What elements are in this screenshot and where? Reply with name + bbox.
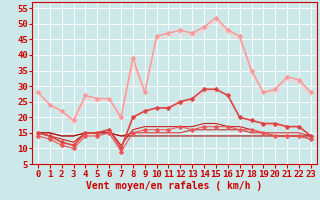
X-axis label: Vent moyen/en rafales ( km/h ): Vent moyen/en rafales ( km/h ): [86, 181, 262, 191]
